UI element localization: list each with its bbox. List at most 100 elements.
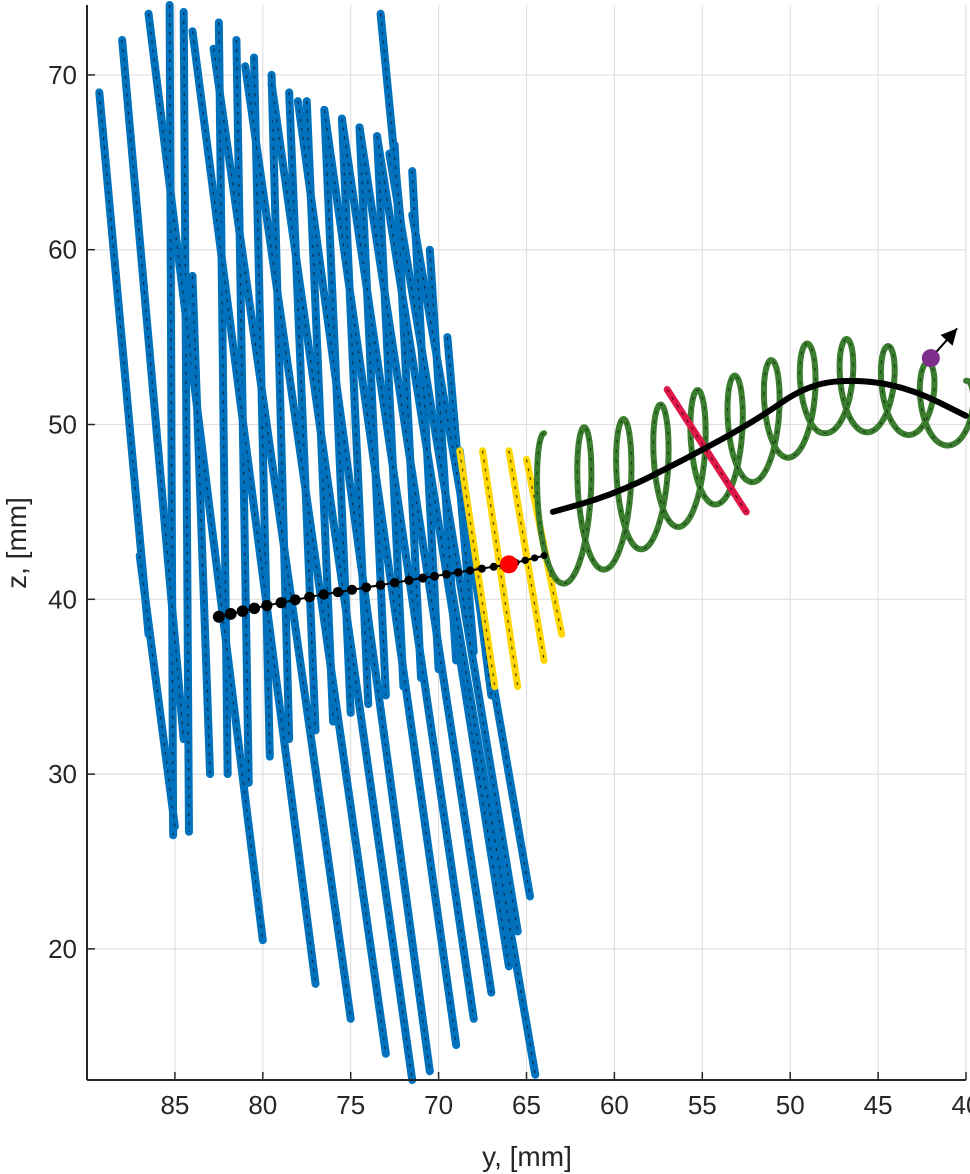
blue-scan-line	[165, 1, 178, 840]
blue-scan-line	[385, 149, 522, 936]
blue-scan-line	[209, 44, 355, 1023]
blue-scan-dots	[376, 136, 405, 687]
blue-scan-line	[355, 123, 390, 700]
black-path-point	[375, 580, 386, 590]
black-path-point	[347, 584, 358, 595]
black-path-point	[477, 564, 486, 573]
black-path-point	[236, 605, 249, 617]
yellow-scan-stroke	[505, 447, 548, 664]
black-path-point	[453, 568, 463, 577]
blue-scan-stroke	[118, 35, 188, 744]
blue-scan-line	[144, 9, 267, 945]
yellow-scan-dots	[525, 459, 563, 635]
black-path-point	[361, 582, 372, 593]
x-tick-label: 70	[424, 1090, 453, 1120]
blue-scan-stroke	[320, 105, 461, 1050]
x-tick-label: 50	[776, 1090, 805, 1120]
x-axis-label: y, [mm]	[482, 1141, 572, 1172]
axes	[86, 5, 967, 1081]
blue-scan-line	[337, 114, 478, 1023]
blue-scan-line	[285, 88, 320, 735]
y-tick-label: 70	[48, 60, 77, 90]
red-point	[499, 555, 518, 574]
green-coil-dots	[536, 338, 970, 585]
blue-scan-stroke	[188, 27, 320, 988]
blue-scan-dots	[270, 83, 413, 1081]
blue-scan-stroke	[355, 123, 390, 700]
blue-scan-line	[135, 551, 179, 831]
tick-labels: 85 80 75 70 65 60 55 50 45 40 20 30 40 50 60 70	[48, 60, 970, 1120]
blue-scan-dots	[191, 275, 211, 775]
blue-scan-stroke	[241, 62, 390, 1058]
black-path	[212, 552, 548, 623]
green-coil-stroke	[534, 336, 970, 587]
blue-scan-line	[179, 7, 193, 836]
black-path-point	[289, 594, 301, 606]
blue-scan-line	[373, 132, 513, 971]
black-path-point	[442, 569, 451, 579]
blue-scan-dots	[98, 92, 150, 635]
x-tick-label: 75	[336, 1090, 365, 1120]
blue-scan-line	[95, 88, 153, 639]
blue-scan-dots	[270, 74, 290, 740]
black-path-point	[304, 591, 315, 603]
blue-scan-dots	[341, 118, 475, 1019]
blue-scan-stroke	[373, 132, 513, 971]
black-path-point	[275, 597, 287, 609]
blue-scan-line	[241, 62, 390, 1058]
yellow-scan-line	[479, 447, 522, 691]
yellow-scan-dots	[481, 450, 519, 687]
y-tick-label: 40	[48, 584, 77, 614]
blue-scan-stroke	[385, 149, 522, 936]
blue-scan-dots	[147, 13, 264, 941]
black-path-point	[465, 566, 475, 575]
black-path-point	[212, 610, 225, 623]
blue-scan-dots	[323, 109, 352, 713]
black-path-point	[261, 599, 273, 612]
black-path-point	[521, 556, 529, 565]
blue-scan-dots	[212, 48, 352, 1019]
black-centerline-curve	[549, 377, 969, 515]
black-path-point	[332, 586, 343, 598]
x-tick-label: 65	[512, 1090, 541, 1120]
blue-scan-line	[188, 27, 320, 988]
blue-scan-line	[355, 123, 496, 997]
blue-scan-dots	[139, 555, 176, 827]
black-path-point	[224, 608, 237, 620]
purple-point	[921, 349, 940, 368]
black-path-point	[540, 552, 548, 560]
blue-scan-dots	[411, 214, 531, 897]
x-tick-label: 45	[864, 1090, 893, 1120]
y-tick-label: 60	[48, 235, 77, 265]
x-tick-label: 40	[952, 1090, 970, 1120]
x-tick-label: 85	[160, 1090, 189, 1120]
blue-scan-dots	[379, 13, 405, 250]
blue-scan-line	[443, 560, 540, 1079]
black-path-point	[418, 573, 428, 583]
blue-scan-dots	[358, 127, 493, 993]
arrow-head	[940, 328, 958, 346]
black-path-point	[389, 577, 400, 588]
y-axis-label: z, [mm]	[1, 497, 32, 589]
blue-scan-line	[188, 271, 215, 779]
blue-scan-dots	[288, 92, 317, 731]
x-tick-label: 80	[248, 1090, 277, 1120]
blue-scan-line	[267, 79, 417, 1084]
black-path-point	[318, 589, 329, 600]
blue-scan-line	[320, 105, 461, 1050]
blue-scan-dots	[182, 11, 190, 832]
black-path-point	[489, 562, 498, 571]
black-path-point	[531, 554, 539, 562]
black-path-point	[404, 575, 414, 586]
x-tick-label: 60	[600, 1090, 629, 1120]
black-path-point	[430, 571, 440, 581]
blue-scan-line	[376, 9, 408, 254]
blue-scan-stroke	[443, 560, 540, 1079]
blue-scan-line	[373, 132, 408, 691]
green-coil	[534, 336, 970, 587]
blue-scan-line	[267, 70, 294, 744]
y-tick-label: 50	[48, 410, 77, 440]
plot-data	[95, 1, 970, 1084]
y-tick-label: 20	[48, 934, 77, 964]
